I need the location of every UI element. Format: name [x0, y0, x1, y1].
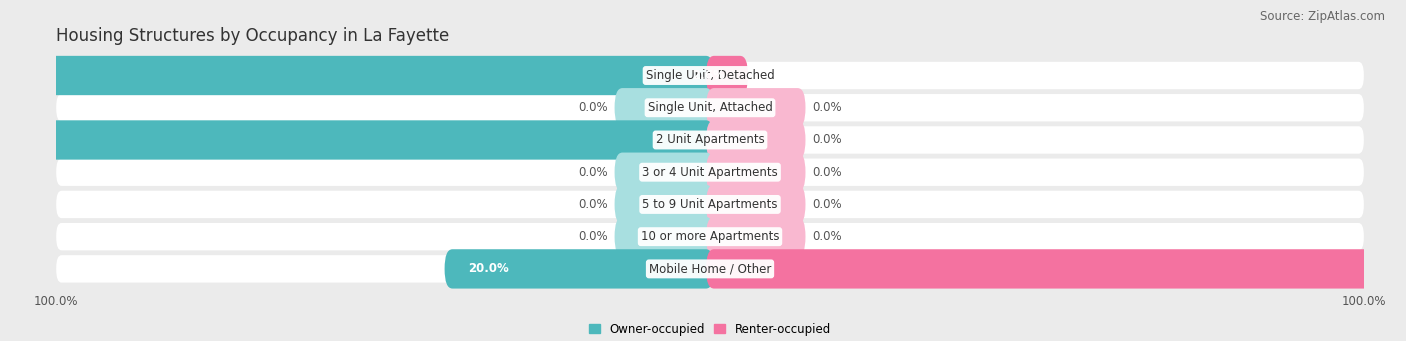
Text: 0.0%: 0.0%	[578, 230, 607, 243]
FancyBboxPatch shape	[614, 217, 714, 256]
Text: 0.0%: 0.0%	[813, 101, 842, 114]
Text: Housing Structures by Occupancy in La Fayette: Housing Structures by Occupancy in La Fa…	[56, 27, 450, 45]
FancyBboxPatch shape	[56, 191, 1364, 218]
FancyBboxPatch shape	[56, 255, 1364, 283]
Text: Single Unit, Attached: Single Unit, Attached	[648, 101, 772, 114]
FancyBboxPatch shape	[706, 152, 806, 192]
Text: 20.0%: 20.0%	[468, 263, 509, 276]
Text: 0.0%: 0.0%	[813, 230, 842, 243]
FancyBboxPatch shape	[614, 185, 714, 224]
Legend: Owner-occupied, Renter-occupied: Owner-occupied, Renter-occupied	[589, 323, 831, 336]
FancyBboxPatch shape	[706, 185, 806, 224]
FancyBboxPatch shape	[706, 217, 806, 256]
Text: 0.0%: 0.0%	[578, 166, 607, 179]
FancyBboxPatch shape	[56, 223, 1364, 250]
FancyBboxPatch shape	[706, 88, 806, 128]
Text: 2 Unit Apartments: 2 Unit Apartments	[655, 133, 765, 147]
Text: 5 to 9 Unit Apartments: 5 to 9 Unit Apartments	[643, 198, 778, 211]
FancyBboxPatch shape	[614, 88, 714, 128]
Text: 3 or 4 Unit Apartments: 3 or 4 Unit Apartments	[643, 166, 778, 179]
FancyBboxPatch shape	[706, 120, 806, 160]
FancyBboxPatch shape	[56, 62, 1364, 89]
Text: 2.6%: 2.6%	[692, 69, 724, 82]
Text: Single Unit, Detached: Single Unit, Detached	[645, 69, 775, 82]
Text: 0.0%: 0.0%	[578, 198, 607, 211]
Text: 0.0%: 0.0%	[813, 133, 842, 147]
FancyBboxPatch shape	[614, 152, 714, 192]
Text: Mobile Home / Other: Mobile Home / Other	[648, 263, 772, 276]
FancyBboxPatch shape	[56, 126, 1364, 154]
FancyBboxPatch shape	[0, 56, 714, 95]
Text: 0.0%: 0.0%	[813, 166, 842, 179]
FancyBboxPatch shape	[0, 120, 714, 160]
FancyBboxPatch shape	[444, 249, 714, 288]
FancyBboxPatch shape	[56, 94, 1364, 121]
FancyBboxPatch shape	[706, 56, 748, 95]
Text: 10 or more Apartments: 10 or more Apartments	[641, 230, 779, 243]
Text: Source: ZipAtlas.com: Source: ZipAtlas.com	[1260, 10, 1385, 23]
Text: 0.0%: 0.0%	[578, 101, 607, 114]
Text: 0.0%: 0.0%	[813, 198, 842, 211]
FancyBboxPatch shape	[56, 159, 1364, 186]
FancyBboxPatch shape	[706, 249, 1406, 288]
